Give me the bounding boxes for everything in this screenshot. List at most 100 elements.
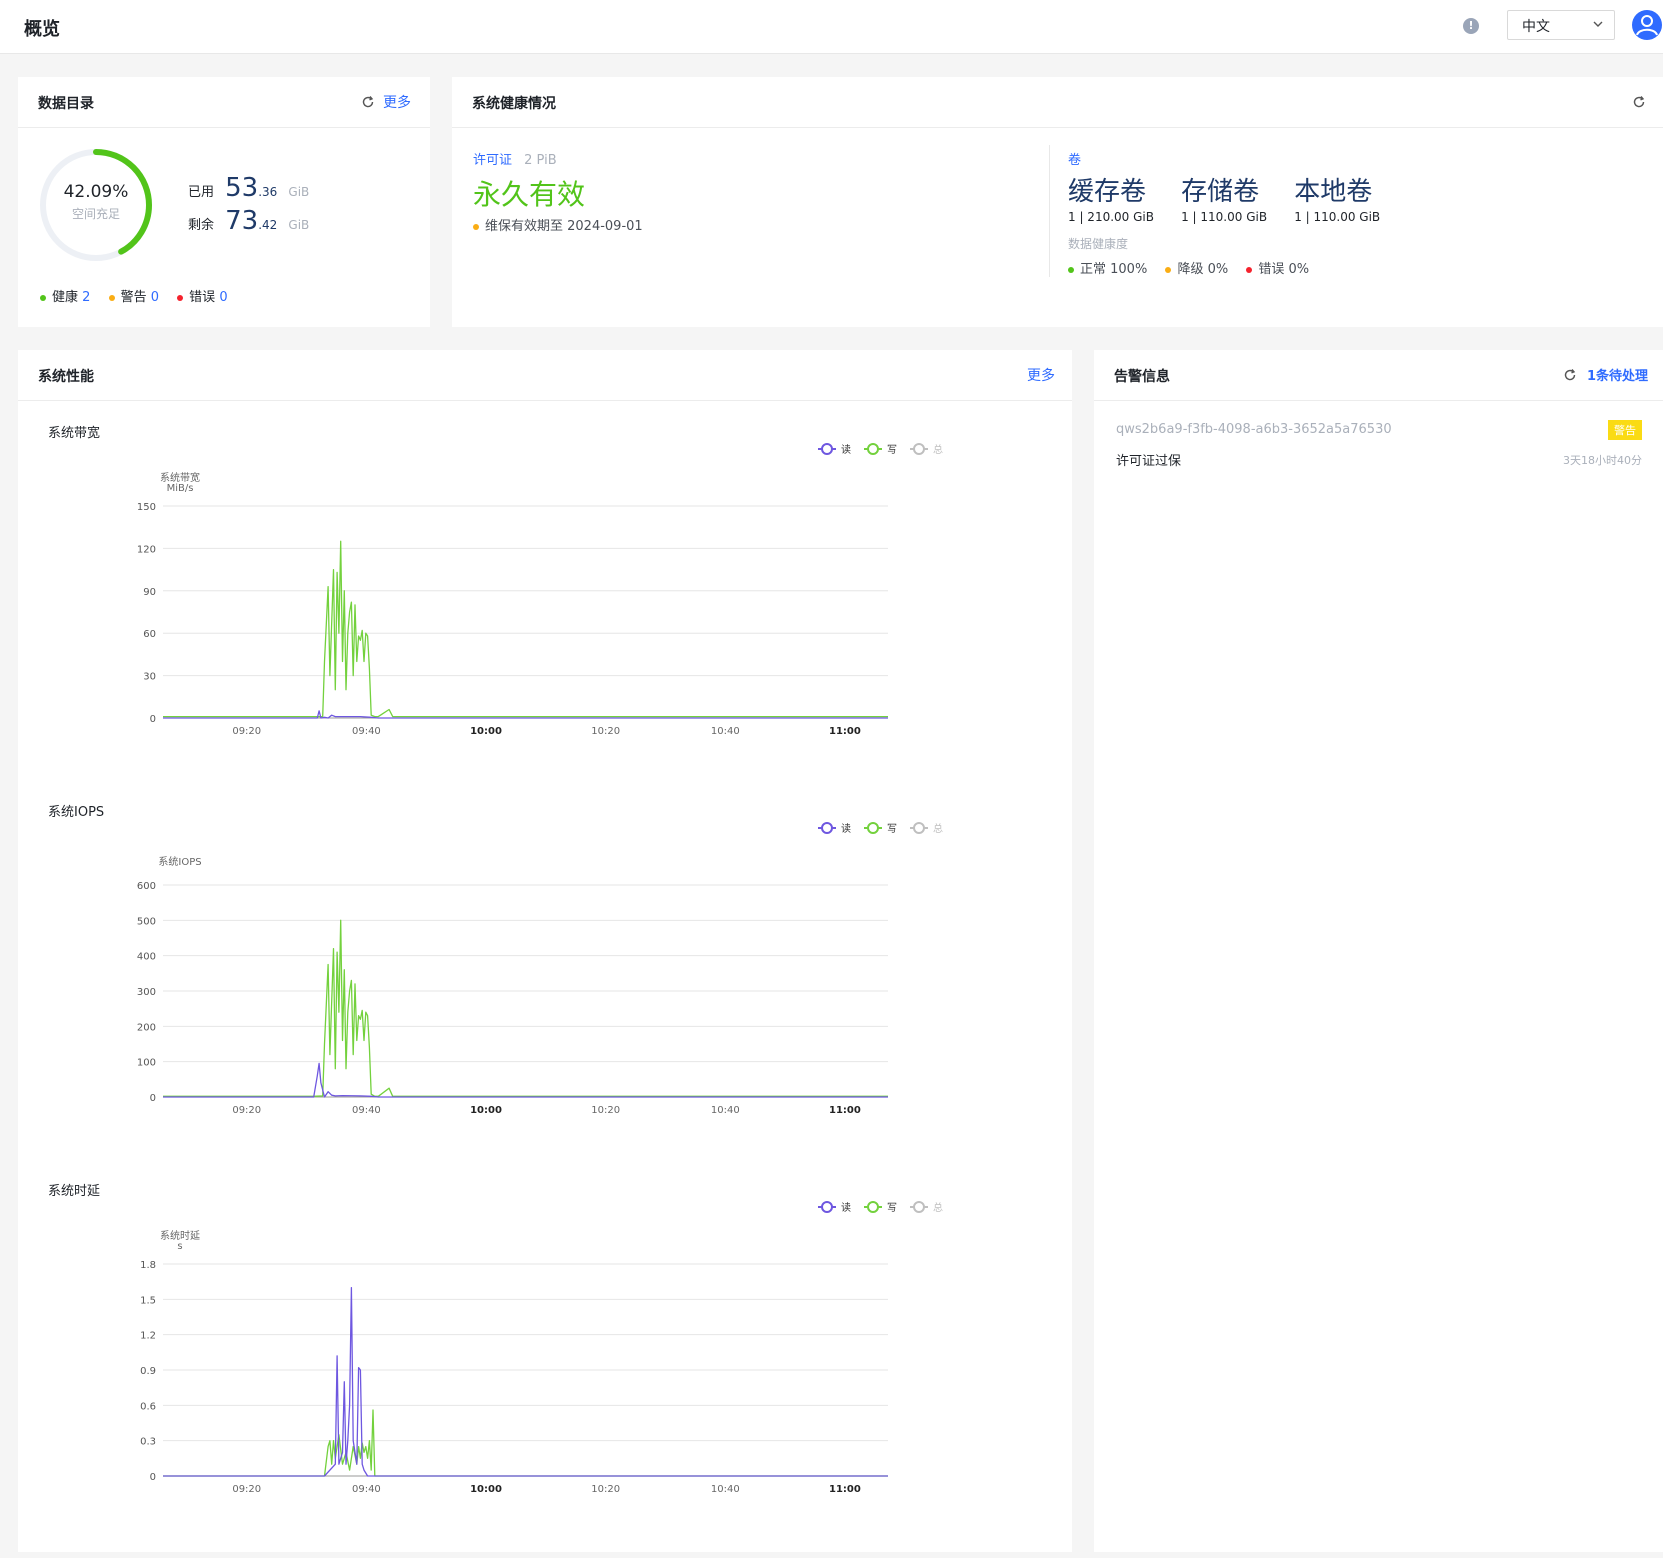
card-header: 系统健康情况 bbox=[452, 77, 1663, 128]
y-axis-title: 系统IOPS bbox=[158, 855, 201, 868]
legend-item-2[interactable]: 总 bbox=[910, 822, 943, 835]
volume-name: 存储卷 bbox=[1181, 177, 1260, 207]
y-tick-label: 1.2 bbox=[140, 1331, 156, 1342]
license-capacity: 2 PiB bbox=[524, 153, 557, 168]
y-tick-label: 400 bbox=[137, 952, 156, 963]
status-dot bbox=[1165, 266, 1172, 273]
x-tick-label: 10:40 bbox=[711, 1105, 740, 1116]
data-catalog-card: 数据目录 更多 42.09% 空间充足 已用 53.36 GiB 剩余 73.4… bbox=[18, 77, 430, 327]
y-tick-label: 0 bbox=[150, 1472, 156, 1483]
status-count[interactable]: 2 bbox=[82, 290, 91, 305]
series-line-write bbox=[163, 540, 888, 718]
x-tick-label: 09:40 bbox=[352, 1105, 381, 1116]
legend-item-0[interactable]: 读 bbox=[818, 822, 851, 835]
legend-item-1[interactable]: 写 bbox=[864, 1201, 897, 1214]
y-axis-title: 系统带宽 bbox=[160, 471, 200, 484]
series-line-read bbox=[163, 1062, 888, 1098]
status-warning: 警告 0 bbox=[108, 290, 160, 305]
refresh-icon[interactable] bbox=[361, 95, 375, 109]
volume-item[interactable]: 缓存卷 1 | 210.00 GiB bbox=[1068, 171, 1176, 224]
card-title: 系统性能 bbox=[38, 369, 94, 385]
x-tick-label: 09:20 bbox=[232, 1484, 261, 1495]
legend-marker bbox=[821, 822, 833, 834]
free-label: 剩余 bbox=[188, 218, 215, 233]
y-tick-label: 1.5 bbox=[140, 1295, 156, 1306]
free-dec: .42 bbox=[258, 218, 278, 232]
legend-item-1[interactable]: 写 bbox=[864, 443, 897, 456]
license-header: 许可证 2 PiB bbox=[473, 149, 557, 168]
legend-label: 写 bbox=[887, 444, 897, 456]
legend-marker bbox=[913, 443, 925, 455]
legend-item-2[interactable]: 总 bbox=[910, 1201, 943, 1214]
legend-label: 总 bbox=[933, 822, 943, 835]
y-tick-label: 600 bbox=[137, 881, 156, 892]
legend-item-2[interactable]: 总 bbox=[910, 443, 943, 456]
language-select[interactable]: 中文 bbox=[1507, 10, 1615, 40]
pending-alerts-link[interactable]: 1条待处理 bbox=[1587, 369, 1649, 384]
card-title: 数据目录 bbox=[38, 96, 94, 112]
y-tick-label: 0.6 bbox=[140, 1401, 156, 1412]
y-tick-label: 100 bbox=[137, 1058, 156, 1069]
y-tick-label: 200 bbox=[137, 1022, 156, 1033]
y-tick-label: 120 bbox=[137, 544, 156, 555]
x-tick-label: 11:00 bbox=[829, 1105, 861, 1116]
legend-item-0[interactable]: 读 bbox=[818, 1201, 851, 1214]
legend-item-1[interactable]: 写 bbox=[864, 822, 897, 835]
capacity-caption: 空间充足 bbox=[71, 207, 120, 221]
y-tick-label: 30 bbox=[143, 672, 156, 683]
legend-label: 写 bbox=[887, 1202, 897, 1214]
alert-message: 许可证过保 bbox=[1116, 454, 1182, 469]
legend-marker bbox=[913, 822, 925, 834]
status-count[interactable]: 0 bbox=[150, 290, 160, 305]
refresh-icon[interactable] bbox=[1632, 95, 1646, 109]
info-icon[interactable]: ! bbox=[1463, 18, 1479, 34]
more-link[interactable]: 更多 bbox=[1027, 368, 1055, 384]
divider bbox=[1049, 145, 1050, 277]
legend-label: 读 bbox=[841, 822, 851, 835]
iops-section-title: 系统IOPS bbox=[48, 805, 105, 820]
capacity-ring-fill bbox=[40, 149, 152, 261]
series-line-read bbox=[163, 1286, 888, 1477]
data-health-text: 错误 0% bbox=[1258, 262, 1310, 277]
volume-list: 缓存卷 1 | 210.00 GiB 存储卷 1 | 110.00 GiB 本地… bbox=[1068, 171, 1402, 224]
y-tick-label: 0 bbox=[150, 1093, 156, 1104]
volume-item[interactable]: 存储卷 1 | 110.00 GiB bbox=[1181, 171, 1289, 224]
volume-item[interactable]: 本地卷 1 | 110.00 GiB bbox=[1294, 171, 1402, 224]
status-count[interactable]: 0 bbox=[219, 290, 228, 305]
system-performance-card: 系统性能 更多 系统带宽 系统IOPS 系统时延 读写总系统带宽 MiB/s 0 30… bbox=[18, 350, 1072, 1552]
status-healthy: 健康 2 bbox=[40, 290, 90, 305]
status-dot bbox=[40, 294, 46, 301]
legend-label: 总 bbox=[933, 443, 943, 456]
alerts-card: 告警信息 1条待处理 qws2b6a9-f3fb-4098-a6b3-3652a… bbox=[1094, 350, 1663, 1552]
y-axis-unit: MiB/s bbox=[167, 483, 194, 494]
refresh-icon[interactable] bbox=[1563, 368, 1577, 382]
status-error: 错误 0 bbox=[177, 290, 228, 305]
y-tick-label: 150 bbox=[137, 502, 156, 513]
capacity-ring bbox=[40, 149, 152, 261]
volume-detail: 1 | 110.00 GiB bbox=[1294, 210, 1381, 224]
alert-id: qws2b6a9-f3fb-4098-a6b3-3652a5a76530 bbox=[1116, 422, 1392, 437]
legend-label: 读 bbox=[841, 1201, 851, 1214]
volume-label[interactable]: 卷 bbox=[1068, 153, 1082, 168]
more-link[interactable]: 更多 bbox=[383, 95, 411, 111]
maintenance-text: 维保有效期至 2024-09-01 bbox=[485, 219, 643, 234]
legend-item-0[interactable]: 读 bbox=[818, 443, 851, 456]
y-tick-label: 300 bbox=[137, 987, 156, 998]
y-axis-unit: s bbox=[177, 1241, 182, 1252]
status-dot bbox=[108, 294, 115, 301]
used-unit: GiB bbox=[288, 185, 310, 199]
alert-item[interactable]: qws2b6a9-f3fb-4098-a6b3-3652a5a76530 警告 … bbox=[1116, 418, 1642, 474]
legend-marker bbox=[867, 1201, 879, 1213]
y-tick-label: 0 bbox=[150, 714, 156, 725]
y-tick-label: 500 bbox=[137, 916, 156, 927]
data-health-item: 正常 100% bbox=[1068, 262, 1147, 277]
card-title: 告警信息 bbox=[1114, 369, 1170, 385]
license-label[interactable]: 许可证 bbox=[473, 153, 513, 168]
user-avatar-icon[interactable] bbox=[1632, 10, 1662, 40]
legend-marker bbox=[821, 443, 833, 455]
data-health-text: 降级 0% bbox=[1177, 262, 1229, 277]
data-health-item: 错误 0% bbox=[1246, 262, 1309, 277]
